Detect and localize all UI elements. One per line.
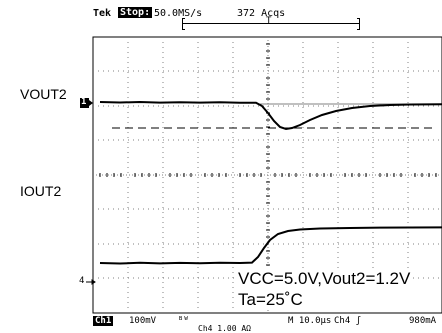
test-conditions-note: VCC=5.0V,Vout2=1.2V Ta=25˚C xyxy=(237,268,411,310)
ch4-marker-label: 4 xyxy=(79,276,85,286)
ch4-ground-marker xyxy=(86,279,96,285)
graticule-center-ticks xyxy=(99,43,437,307)
timebase: M 10.0μs xyxy=(288,316,332,326)
acquisition-count: 372 Acqs xyxy=(237,8,286,19)
bandwidth-limit-icon: ᴮᵂ xyxy=(178,316,189,326)
trigger-position-bracket: T xyxy=(182,16,360,30)
sample-rate: 50.0MS/s xyxy=(154,8,203,19)
brand-label: Tek xyxy=(93,8,112,19)
vout2-trace xyxy=(99,100,442,131)
top-status-bar: Tek Stop: 50.0MS/s 372 Acqs T xyxy=(0,0,442,34)
vout2-label: VOUT2 xyxy=(20,86,67,102)
channel-1-badge: Ch1 xyxy=(93,316,114,326)
graticule-center-axes xyxy=(93,37,442,313)
trigger-level: 980mA xyxy=(409,316,437,326)
test-conditions-line1: VCC=5.0V,Vout2=1.2V xyxy=(238,269,411,288)
ch1-scale: 100mV xyxy=(129,316,157,326)
bottom-status-bar: Ch1 100mV ᴮᵂ Ch4 1.00 AΩ M 10.0μs Ch4 ʃ … xyxy=(0,314,442,333)
test-conditions-line2: Ta=25˚C xyxy=(238,290,303,309)
run-state-badge: Stop: xyxy=(118,7,153,18)
iout2-label: IOUT2 xyxy=(20,183,62,199)
ch1-marker-label: 1 xyxy=(81,97,87,107)
graticule-vertical-lines xyxy=(127,37,409,313)
ch1-ground-marker xyxy=(80,98,93,108)
iout2-trace xyxy=(99,226,442,265)
trigger-marker: T xyxy=(266,16,272,26)
trigger-source: Ch4 ʃ xyxy=(334,316,362,326)
